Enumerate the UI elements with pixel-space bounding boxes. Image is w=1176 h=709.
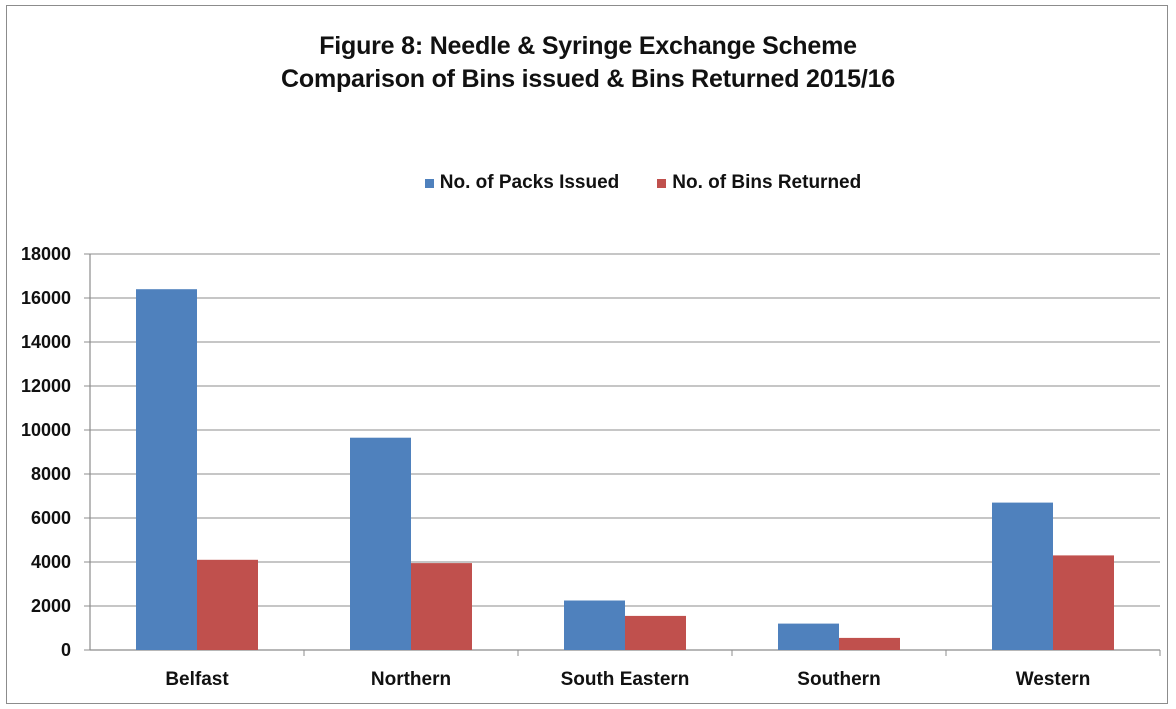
x-category-label: Belfast bbox=[165, 669, 229, 690]
chart-subtitle: Comparison of Bins issued & Bins Returne… bbox=[281, 65, 895, 93]
bar-packs-issued bbox=[136, 289, 197, 650]
legend-swatch-bins-returned bbox=[657, 178, 667, 188]
bar-bins-returned bbox=[1053, 555, 1114, 650]
y-tick-label: 12000 bbox=[21, 376, 71, 396]
bar-bins-returned bbox=[839, 637, 900, 650]
y-tick-label: 14000 bbox=[21, 332, 71, 352]
x-category-label: South Eastern bbox=[561, 669, 690, 690]
chart-title: Figure 8: Needle & Syringe Exchange Sche… bbox=[319, 32, 857, 60]
y-tick-label: 4000 bbox=[31, 552, 71, 572]
x-category-label: Western bbox=[1016, 669, 1091, 690]
x-category-label: Southern bbox=[797, 669, 880, 690]
chart-title-block: Figure 8: Needle & Syringe Exchange Sche… bbox=[0, 30, 1176, 96]
legend-item-bins-returned: No. of Bins Returned bbox=[657, 172, 861, 194]
x-category-label: Northern bbox=[371, 669, 451, 690]
bar-packs-issued bbox=[992, 502, 1053, 650]
y-tick-label: 0 bbox=[61, 640, 71, 660]
y-tick-label: 2000 bbox=[31, 596, 71, 616]
y-tick-label: 18000 bbox=[21, 244, 71, 264]
chart-legend: No. of Packs Issued No. of Bins Returned bbox=[0, 170, 1176, 196]
bar-packs-issued bbox=[778, 623, 839, 650]
y-tick-label: 10000 bbox=[21, 420, 71, 440]
legend-swatch-packs-issued bbox=[424, 178, 434, 188]
y-tick-label: 16000 bbox=[21, 288, 71, 308]
legend-item-packs-issued: No. of Packs Issued bbox=[424, 172, 620, 194]
legend-label-bins-returned: No. of Bins Returned bbox=[672, 172, 862, 193]
bar-bins-returned bbox=[197, 559, 258, 650]
y-tick-label: 8000 bbox=[31, 464, 71, 484]
legend-label-packs-issued: No. of Packs Issued bbox=[439, 172, 620, 193]
y-tick-label: 6000 bbox=[31, 508, 71, 528]
bar-bins-returned bbox=[625, 615, 686, 650]
bar-packs-issued bbox=[564, 600, 625, 650]
bar-packs-issued bbox=[350, 437, 411, 650]
bar-bins-returned bbox=[411, 563, 472, 650]
